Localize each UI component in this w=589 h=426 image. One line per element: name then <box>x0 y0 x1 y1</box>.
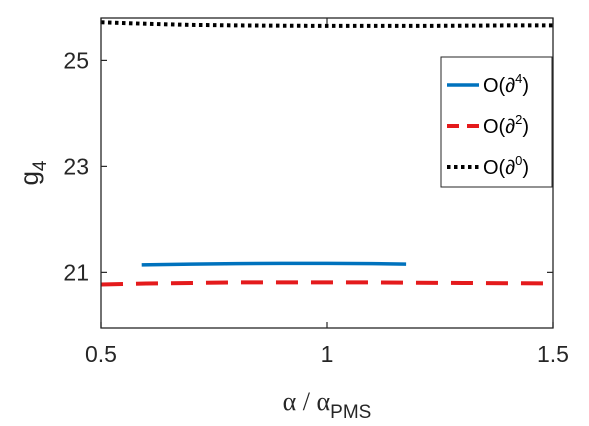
y-axis-label-sub: 4 <box>30 160 51 171</box>
x-tick-label: 0.5 <box>85 341 117 367</box>
legend-label-base: O(∂ <box>483 157 515 179</box>
legend-label-sup: 4 <box>515 71 522 86</box>
legend-label-2: O(∂0) <box>483 153 529 179</box>
legend-label-0: O(∂4) <box>483 71 529 97</box>
plot-lines <box>100 20 554 287</box>
y-tick-label: 21 <box>63 259 89 285</box>
series-line-1 <box>100 280 554 287</box>
legend-label-sup: 2 <box>515 112 522 127</box>
legend-label-base: O(∂ <box>483 75 515 97</box>
y-tick-label: 23 <box>63 153 89 179</box>
legend-label-base: O(∂ <box>483 116 515 138</box>
legend: O(∂4)O(∂2)O(∂0) <box>440 56 553 188</box>
x-tick-label: 1 <box>321 341 334 367</box>
tick-labels: 0.5 1 1.5 21 23 25 <box>63 47 569 367</box>
legend-label-close: ) <box>522 116 529 138</box>
legend-label-close: ) <box>522 157 529 179</box>
series-line-2 <box>100 20 553 28</box>
y-axis-label: g4 <box>14 160 51 185</box>
legend-label-1: O(∂2) <box>483 112 529 138</box>
y-axis-label-main: g <box>14 171 44 185</box>
x-axis-label: α / αPMS <box>283 387 372 423</box>
y-tick-label: 25 <box>63 47 89 73</box>
x-tick-label: 1.5 <box>537 341 569 367</box>
legend-label-close: ) <box>522 75 529 97</box>
series-line-0 <box>141 261 407 267</box>
legend-label-sup: 0 <box>515 153 522 168</box>
legend-box <box>440 56 553 188</box>
x-axis-label-sub: PMS <box>330 402 371 423</box>
x-axis-label-main: α / α <box>283 387 331 416</box>
